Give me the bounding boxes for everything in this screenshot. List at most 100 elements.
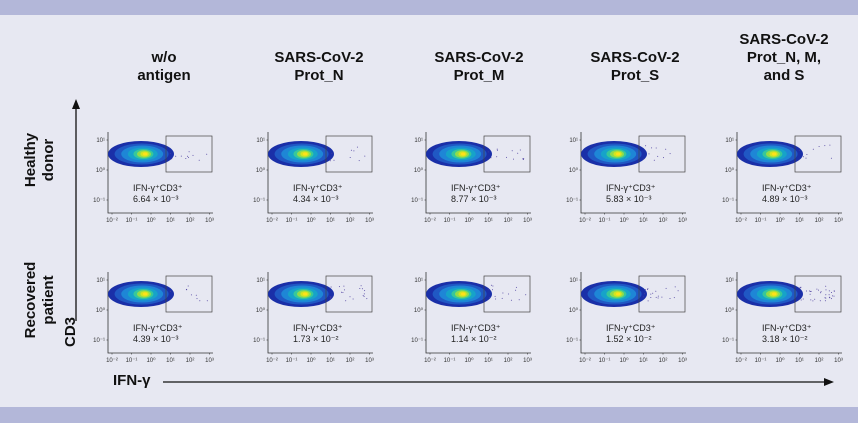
x-tick-label: 10² [815, 218, 824, 224]
column-header-line: and S [763, 67, 805, 84]
x-tick-label: 10³ [365, 358, 374, 364]
event-dot [187, 285, 189, 287]
gate-population-label: IFN-γ⁺CD3⁺ [606, 183, 656, 193]
event-dot [331, 152, 333, 154]
gate-rectangle [325, 275, 373, 313]
plot-axes [267, 272, 373, 354]
plot-axes [425, 272, 531, 354]
plot-axes [107, 272, 213, 354]
y-tick-label: 10⁻¹ [411, 198, 423, 204]
bottom-frame-band [0, 407, 858, 423]
event-dot [195, 294, 197, 296]
event-dot [802, 156, 804, 158]
flow-cytometry-figure: w/o antigen SARS-CoV-2 Prot_N SARS-CoV-2… [0, 15, 858, 407]
x-tick-label: 10⁰ [464, 217, 474, 224]
x-tick-label: 10¹ [326, 218, 335, 224]
density-plot: 10¹ 10⁰ 10⁻¹ 10⁻² 10⁻¹ 10⁰ 10¹ 10² 10³ [722, 132, 843, 224]
y-tick-label: 10¹ [96, 278, 105, 284]
xlabel: IFN-γ [113, 372, 151, 389]
density-plot: 10¹ 10⁰ 10⁻¹ 10⁻² 10⁻¹ 10⁰ 10¹ 10² 10³ [566, 132, 687, 224]
event-dot [663, 157, 664, 159]
event-dot [665, 287, 667, 289]
event-dot [647, 300, 649, 302]
event-dot [501, 297, 503, 299]
event-dot [647, 288, 648, 290]
event-dot [510, 299, 512, 301]
event-dot [171, 158, 173, 160]
density-contour [143, 292, 148, 296]
gate-annotation: IFN-γ⁺CD3⁺ 4.89 × 10⁻³ [762, 183, 858, 205]
x-tick-label: 10³ [834, 218, 843, 224]
column-header-prot-m: SARS-CoV-2 Prot_M [414, 49, 544, 85]
event-dot [825, 297, 827, 299]
gate-population-label: IFN-γ⁺CD3⁺ [606, 323, 656, 333]
gate-annotation: IFN-γ⁺CD3⁺ 1.73 × 10⁻² [293, 323, 393, 345]
event-dot [169, 291, 171, 292]
y-tick-label: 10¹ [96, 138, 105, 144]
x-tick-label: 10² [346, 358, 355, 364]
event-dot [330, 297, 332, 298]
x-tick-label: 10⁻¹ [755, 358, 767, 364]
event-dot [513, 158, 514, 160]
x-tick-label: 10¹ [166, 218, 175, 224]
event-dot [506, 156, 507, 158]
event-dot [805, 157, 807, 159]
event-dot [820, 291, 822, 293]
event-dot [798, 287, 800, 289]
y-tick-label: 10¹ [414, 138, 423, 144]
x-tick-label: 10³ [523, 218, 532, 224]
event-dot [814, 298, 816, 300]
event-dot [196, 298, 198, 300]
event-dot [350, 149, 352, 151]
event-dot [330, 286, 332, 288]
plot-panel: 10¹ 10⁰ 10⁻¹ 10⁻² 10⁻¹ 10⁰ 10¹ 10² 10³ IFN-γ⁺CD3⁺… [566, 268, 693, 368]
event-dot [349, 296, 351, 298]
gate-annotation: IFN-γ⁺CD3⁺ 1.14 × 10⁻² [451, 323, 551, 345]
y-tick-label: 10⁰ [414, 167, 424, 174]
y-tick-label: 10⁻¹ [411, 338, 423, 344]
row-label-line: Recovered [22, 261, 39, 339]
x-tick-label: 10⁻¹ [599, 358, 611, 364]
plot-panel: 10¹ 10⁰ 10⁻¹ 10⁻² 10⁻¹ 10⁰ 10¹ 10² 10³ IFN-γ⁺CD3⁺… [253, 268, 380, 368]
event-dot [653, 159, 655, 161]
event-dot [187, 155, 188, 157]
event-dot [353, 150, 355, 152]
event-dot [185, 158, 187, 159]
x-tick-label: 10⁻² [579, 358, 591, 364]
gate-rectangle [483, 275, 531, 313]
event-dot [828, 290, 830, 292]
x-tick-label: 10³ [205, 218, 214, 224]
gate-frequency-value: 3.18 × 10⁻² [762, 334, 808, 344]
x-tick-label: 10² [504, 218, 513, 224]
x-tick-label: 10⁻² [579, 218, 591, 224]
density-plot: 10¹ 10⁰ 10⁻¹ 10⁻² 10⁻¹ 10⁰ 10¹ 10² 10³ [566, 272, 687, 364]
event-dot [523, 158, 525, 159]
event-dot [642, 296, 644, 298]
gate-rectangle [794, 135, 842, 173]
event-dot [188, 156, 189, 158]
x-tick-label: 10⁻¹ [599, 218, 611, 224]
gate-population-label: IFN-γ⁺CD3⁺ [762, 183, 812, 193]
event-dot [492, 285, 494, 287]
y-tick-label: 10⁰ [725, 307, 735, 314]
column-header-prot-nms: SARS-CoV-2 Prot_N, M, and S [719, 31, 849, 85]
x-tick-label: 10⁻¹ [286, 218, 298, 224]
event-dot [488, 297, 490, 299]
gate-population-label: IFN-γ⁺CD3⁺ [133, 323, 183, 333]
event-dot [824, 145, 826, 147]
event-dot [492, 289, 493, 291]
event-dot [192, 154, 194, 156]
x-tick-label: 10⁻¹ [126, 358, 138, 364]
y-tick-label: 10⁰ [569, 167, 579, 174]
event-dot [366, 298, 368, 300]
plot-panel: 10¹ 10⁰ 10⁻¹ 10⁻² 10⁻¹ 10⁰ 10¹ 10² 10³ IFN-γ⁺CD3⁺… [722, 128, 849, 228]
column-header-prot-n: SARS-CoV-2 Prot_N [254, 49, 384, 85]
event-dot [833, 290, 835, 292]
gate-annotation: IFN-γ⁺CD3⁺ 8.77 × 10⁻³ [451, 183, 551, 205]
column-header-line: SARS-CoV-2 [434, 49, 524, 66]
event-dot [349, 157, 351, 158]
event-dot [824, 297, 826, 299]
x-tick-label: 10⁻² [266, 218, 278, 224]
event-dot [824, 300, 826, 302]
x-tick-label: 10¹ [326, 358, 335, 364]
